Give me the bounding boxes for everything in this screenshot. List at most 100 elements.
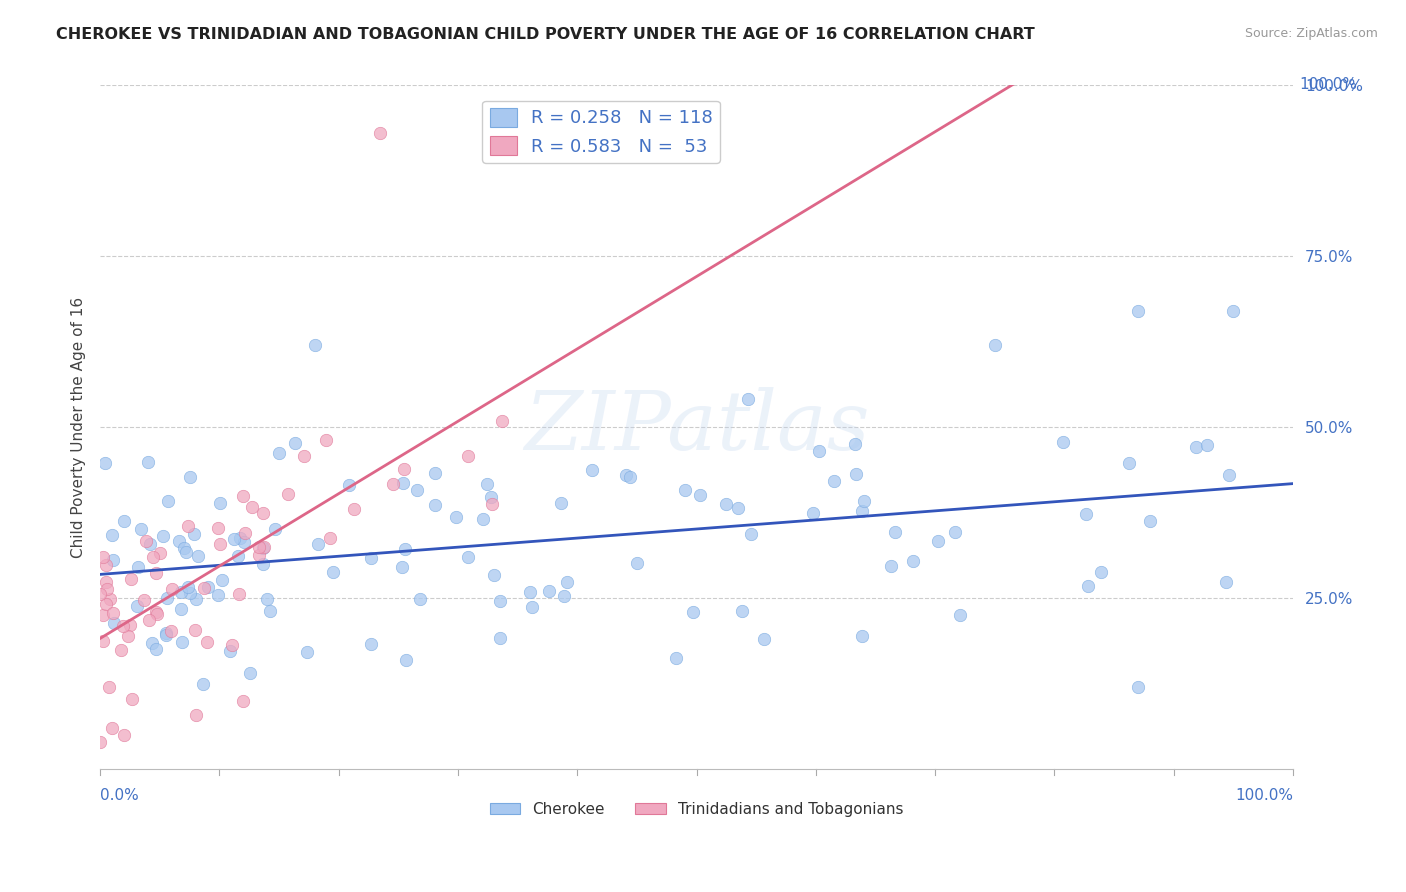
Point [145, 642, 167, 657]
Point [91, 633, 114, 648]
Point [381, 477, 404, 491]
Point [391, 560, 413, 574]
Point [101, 553, 124, 567]
Text: Source: ZipAtlas.com: Source: ZipAtlas.com [1244, 27, 1378, 40]
Point [247, 548, 270, 562]
Point [160, 582, 183, 596]
Point [807, 444, 830, 458]
Point [754, 632, 776, 647]
Point [581, 463, 603, 477]
Point [423, 498, 446, 512]
Point [360, 637, 382, 651]
Point [135, 533, 157, 548]
Point [520, 600, 543, 615]
Point [110, 643, 132, 657]
Point [94, 597, 117, 611]
Point [120, 618, 142, 632]
Point [292, 450, 315, 464]
Point [264, 522, 287, 536]
Point [218, 644, 240, 658]
Point [553, 589, 575, 603]
Point [392, 461, 415, 475]
Point [489, 594, 512, 608]
Point [252, 541, 274, 556]
Point [155, 628, 177, 642]
Point [444, 510, 467, 524]
Point [138, 613, 160, 627]
Point [1222, 303, 1244, 318]
Point [208, 536, 231, 550]
Point [253, 541, 276, 555]
Point [177, 580, 200, 594]
Point [844, 437, 866, 451]
Text: ZIPatlas: ZIPatlas [524, 387, 869, 467]
Point [295, 645, 318, 659]
Point [132, 592, 155, 607]
Point [167, 534, 190, 549]
Point [173, 541, 195, 555]
Point [195, 635, 218, 649]
Point [141, 636, 163, 650]
Point [318, 531, 340, 545]
Point [538, 583, 561, 598]
Point [208, 496, 231, 510]
Point [1126, 303, 1149, 318]
Point [425, 467, 447, 481]
Point [519, 584, 541, 599]
Point [256, 592, 278, 607]
Point [228, 587, 250, 601]
Point [98, 680, 121, 694]
Point [1215, 575, 1237, 590]
Point [131, 522, 153, 536]
Point [943, 524, 966, 539]
Point [89, 735, 111, 749]
Point [823, 474, 845, 488]
Point [343, 502, 366, 516]
Point [145, 606, 167, 620]
Point [307, 537, 329, 551]
Point [247, 540, 270, 554]
Point [125, 599, 148, 614]
Point [740, 527, 762, 541]
Point [235, 525, 257, 540]
Legend: Cherokee, Trinidadians and Tobagonians: Cherokee, Trinidadians and Tobagonians [484, 796, 910, 823]
Point [406, 483, 429, 498]
Text: 100.0%: 100.0% [1234, 789, 1294, 803]
Point [252, 558, 274, 572]
Point [179, 470, 201, 484]
Point [665, 650, 688, 665]
Point [240, 500, 263, 514]
Point [471, 512, 494, 526]
Point [879, 559, 901, 574]
Point [174, 545, 197, 559]
Point [1126, 680, 1149, 694]
Point [737, 392, 759, 406]
Point [211, 573, 233, 587]
Point [193, 581, 215, 595]
Point [1118, 457, 1140, 471]
Point [269, 446, 291, 460]
Point [127, 559, 149, 574]
Point [101, 528, 124, 542]
Point [409, 591, 432, 606]
Point [184, 707, 207, 722]
Point [96, 575, 118, 590]
Point [360, 550, 382, 565]
Point [731, 604, 754, 618]
Point [927, 533, 949, 548]
Point [226, 549, 249, 563]
Text: CHEROKEE VS TRINIDADIAN AND TOBAGONIAN CHILD POVERTY UNDER THE AGE OF 16 CORRELA: CHEROKEE VS TRINIDADIAN AND TOBAGONIAN C… [56, 27, 1035, 42]
Point [1197, 438, 1219, 452]
Point [457, 550, 479, 565]
Point [112, 618, 135, 632]
Y-axis label: Child Poverty Under the Age of 16: Child Poverty Under the Age of 16 [72, 296, 86, 558]
Point [160, 624, 183, 639]
Point [284, 435, 307, 450]
Point [395, 653, 418, 667]
Point [394, 541, 416, 556]
Point [1184, 440, 1206, 454]
Point [903, 554, 925, 568]
Point [94, 558, 117, 573]
Point [91, 607, 114, 622]
Point [101, 607, 124, 621]
